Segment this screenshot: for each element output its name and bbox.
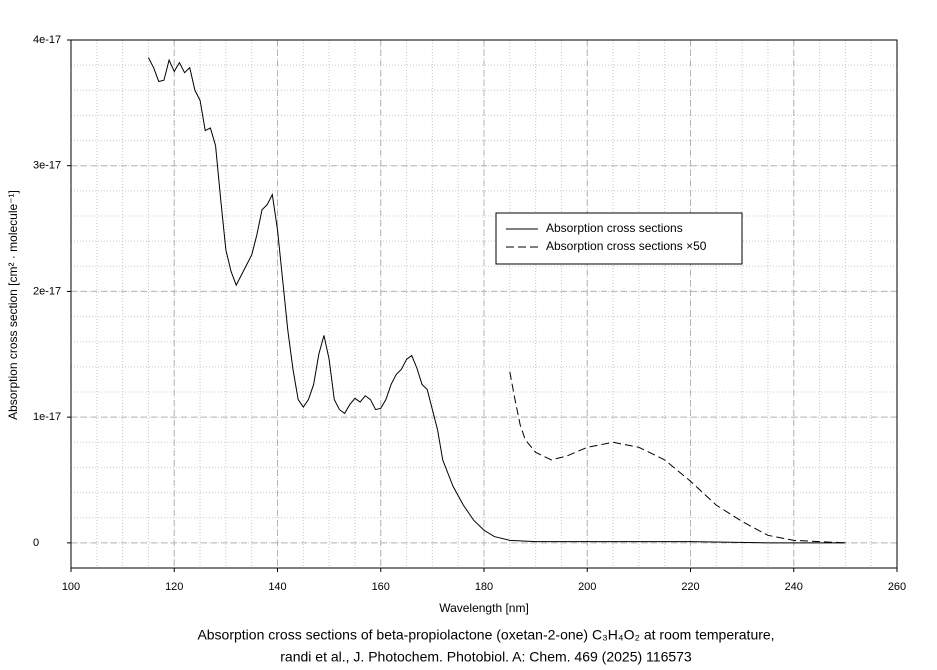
legend-label: Absorption cross sections: [546, 221, 683, 235]
legend-label: Absorption cross sections ×50: [546, 239, 707, 253]
caption: randi et al., J. Photochem. Photobiol. A…: [280, 649, 692, 665]
x-tick-label: 220: [681, 581, 699, 593]
series-line: [147, 57, 846, 544]
y-tick-label: 0: [33, 537, 39, 549]
series-line: [509, 371, 846, 544]
x-tick-label: 260: [888, 581, 906, 593]
legend: Absorption cross sections Absorption cros…: [495, 212, 743, 265]
y-tick-label: 1e-17: [33, 411, 61, 423]
y-tick-label: 3e-17: [33, 160, 61, 172]
y-tick-label: 2e-17: [33, 285, 61, 297]
y-tick-label: 4e-17: [33, 34, 61, 46]
legend-box: [495, 212, 743, 265]
caption: Absorption cross sections of beta-propio…: [197, 627, 774, 643]
x-axis-label: Wavelength [nm]: [439, 601, 529, 615]
x-tick-label: 140: [268, 581, 286, 593]
x-tick-label: 200: [578, 581, 596, 593]
x-tick-label: 120: [165, 581, 183, 593]
x-tick-label: 240: [785, 581, 803, 593]
x-tick-label: 180: [475, 581, 493, 593]
y-axis-label: Absorption cross section [cm² · molecule…: [6, 190, 20, 420]
x-tick-label: 100: [62, 581, 80, 593]
x-tick-label: 160: [372, 581, 390, 593]
plot-frame: [70, 39, 898, 569]
